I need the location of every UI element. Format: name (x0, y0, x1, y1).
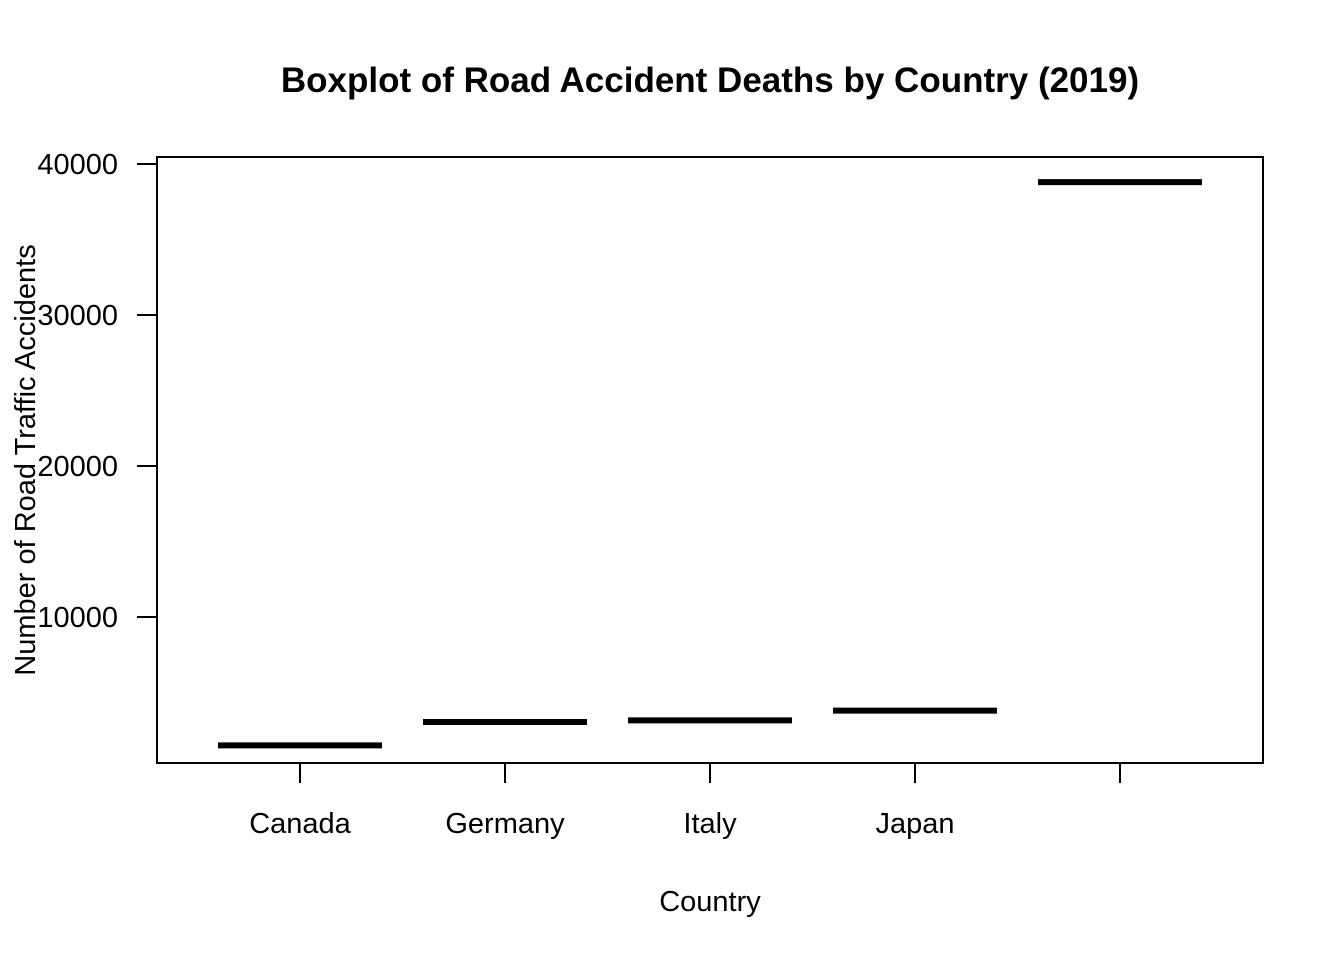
x-tick-label: Japan (875, 808, 954, 840)
plot-frame (156, 156, 1264, 764)
y-tick-label: 20000 (37, 451, 118, 483)
median-marks (218, 179, 1202, 749)
y-axis-label: Number of Road Traffic Accidents (10, 244, 42, 675)
x-tick-label: Germany (445, 808, 565, 840)
x-tick-label: Canada (249, 808, 351, 840)
x-tick-label: Italy (683, 808, 737, 840)
chart-title: Boxplot of Road Accident Deaths by Count… (281, 61, 1139, 100)
x-axis: Canada Germany Italy Japan (249, 763, 1121, 840)
y-tick-label: 10000 (37, 602, 118, 634)
y-axis: 10000 20000 30000 40000 (37, 149, 157, 634)
x-axis-label: Country (659, 886, 761, 918)
y-tick-label: 30000 (37, 300, 118, 332)
y-tick-label: 40000 (37, 149, 118, 181)
